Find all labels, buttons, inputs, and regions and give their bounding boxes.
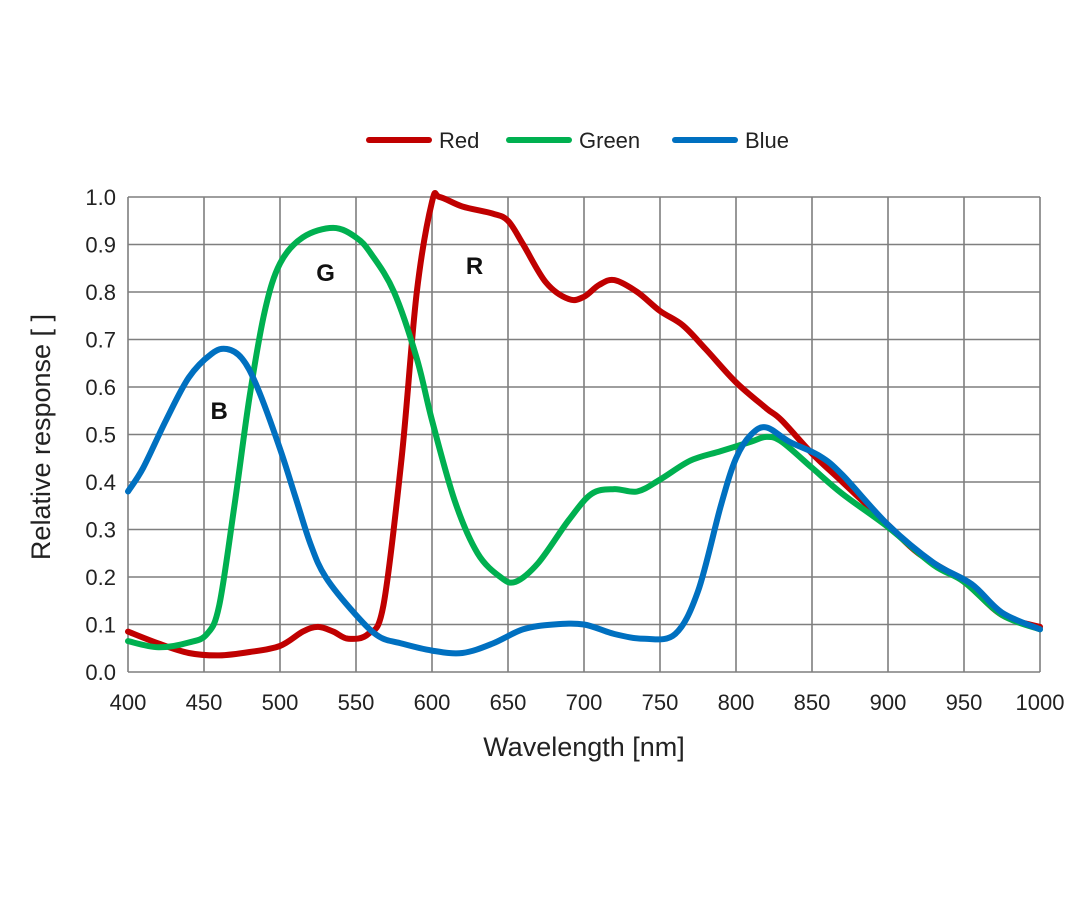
green-legend-label: Green — [579, 128, 640, 153]
curve-annotations: B G R — [211, 253, 484, 425]
x-tick-label: 850 — [794, 690, 831, 715]
green-series-line — [125, 224, 1043, 651]
y-tick-label: 0.3 — [85, 518, 116, 543]
x-tick-label: 400 — [110, 690, 147, 715]
y-tick-label: 0.6 — [85, 375, 116, 400]
y-tick-label: 0.4 — [85, 470, 116, 495]
y-tick-label: 0.9 — [85, 233, 116, 258]
x-axis-title: Wavelength [nm] — [483, 732, 685, 762]
x-tick-label: 750 — [642, 690, 679, 715]
red-series-line — [125, 190, 1043, 659]
y-tick-label: 0.2 — [85, 565, 116, 590]
x-tick-label: 700 — [566, 690, 603, 715]
blue-series-line — [125, 345, 1043, 657]
y-tick-label: 0.7 — [85, 328, 116, 353]
y-tick-labels: 0.0 0.1 0.2 0.3 0.4 0.5 0.6 0.7 0.8 0.9 1.0 — [85, 185, 116, 685]
x-tick-label: 950 — [946, 690, 983, 715]
x-tick-label: 600 — [414, 690, 451, 715]
x-tick-label: 500 — [262, 690, 299, 715]
series-lines — [125, 190, 1043, 659]
red-legend-label: Red — [439, 128, 479, 153]
y-axis-title: Relative response [ ] — [26, 314, 56, 560]
grid — [127, 196, 1041, 673]
x-tick-label: 550 — [338, 690, 375, 715]
curve-label-g: G — [316, 260, 335, 287]
x-tick-labels: 400 450 500 550 600 650 700 750 800 850 900 950 1000 — [110, 690, 1065, 715]
legend: Red Green Blue — [366, 128, 789, 153]
y-tick-label: 0.0 — [85, 660, 116, 685]
curve-label-r: R — [466, 253, 483, 280]
x-tick-label: 650 — [490, 690, 527, 715]
curve-label-b: B — [211, 398, 228, 425]
x-tick-label: 450 — [186, 690, 223, 715]
y-tick-label: 0.1 — [85, 613, 116, 638]
y-tick-label: 0.8 — [85, 280, 116, 305]
y-tick-label: 0.5 — [85, 423, 116, 448]
x-tick-label: 1000 — [1016, 690, 1065, 715]
blue-legend-label: Blue — [745, 128, 789, 153]
x-tick-label: 800 — [718, 690, 755, 715]
y-tick-label: 1.0 — [85, 185, 116, 210]
x-tick-label: 900 — [870, 690, 907, 715]
